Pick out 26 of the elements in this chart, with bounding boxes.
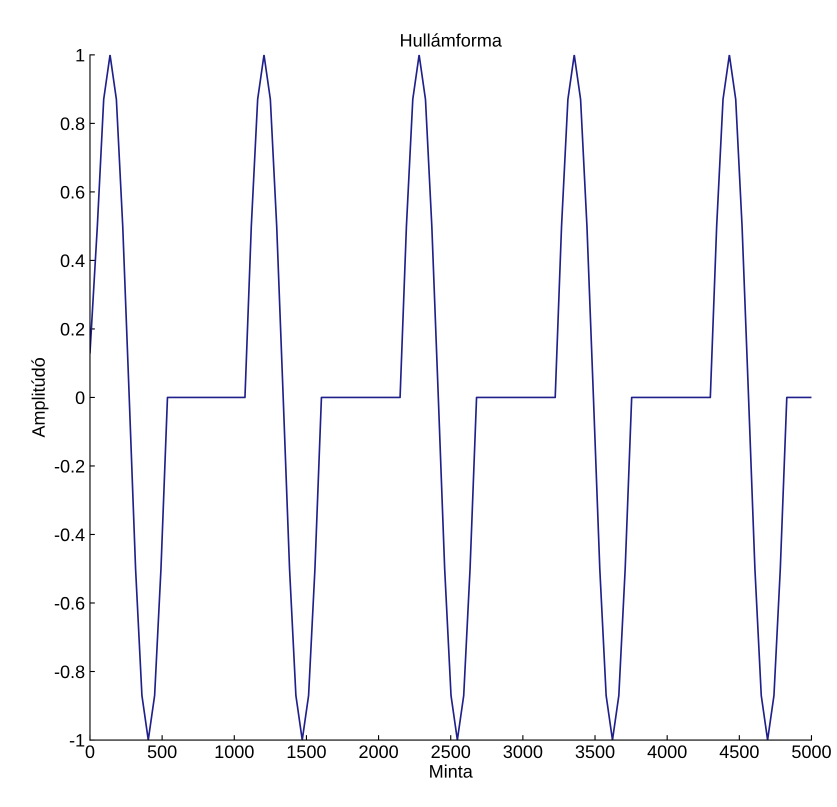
x-axis-title: Minta xyxy=(430,764,473,778)
y-tick-label: -0.6 xyxy=(54,596,84,610)
x-tick-label: 4000 xyxy=(648,745,687,758)
x-tick-label: 3000 xyxy=(503,745,542,758)
x-tick-label: 3500 xyxy=(576,745,614,758)
x-tick-label: 2500 xyxy=(432,745,470,758)
y-axis-title: Amplitúdó xyxy=(31,358,48,438)
y-tick-label: 0.6 xyxy=(60,186,84,199)
x-tick-label: 500 xyxy=(148,745,176,758)
y-tick-label: -0.4 xyxy=(54,528,85,542)
x-tick-label: 1000 xyxy=(216,745,254,758)
x-tick-label: 2000 xyxy=(359,745,398,758)
y-tick-label: 0.8 xyxy=(60,117,84,130)
x-tick-label: 5000 xyxy=(792,745,831,758)
y-tick-label: 0.2 xyxy=(60,322,84,336)
line-series xyxy=(90,54,812,740)
chart-title: Hullámforma xyxy=(401,33,502,47)
y-tick-label: -1 xyxy=(70,734,84,747)
y-tick-label: -0.2 xyxy=(54,460,84,473)
x-tick-label: 4500 xyxy=(720,745,759,758)
x-tick-label: 0 xyxy=(86,745,94,758)
y-tick-label: 0 xyxy=(76,391,84,404)
y-tick-label: 1 xyxy=(76,48,84,62)
y-tick-label: -0.8 xyxy=(54,665,84,678)
x-tick-label: 1500 xyxy=(288,745,326,758)
y-tick-label: 0.4 xyxy=(60,254,85,268)
